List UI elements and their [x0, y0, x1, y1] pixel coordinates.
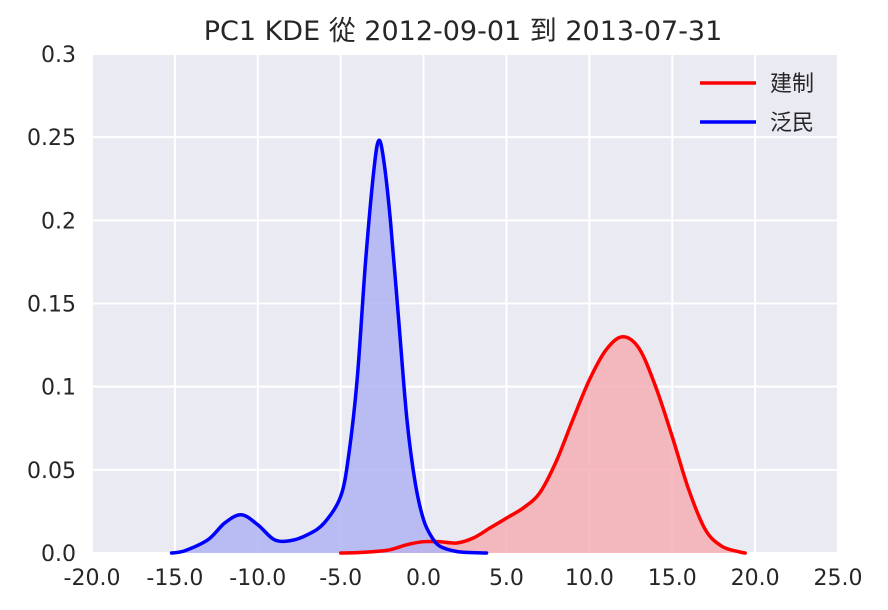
y-tick-label: 0.25 — [27, 126, 76, 151]
series-area-0 — [340, 336, 746, 553]
y-tick-label: 0.1 — [41, 376, 76, 401]
y-tick-label: 0.0 — [41, 542, 76, 567]
series-line-0 — [338, 335, 747, 555]
x-tick-label: -10.0 — [229, 566, 286, 591]
y-tick-label: 0.3 — [41, 43, 76, 68]
y-tick-label: 0.05 — [27, 459, 76, 484]
y-tick-label: 0.2 — [41, 209, 76, 234]
x-tick-label: 15.0 — [648, 566, 697, 591]
series-line-1 — [169, 138, 489, 555]
chart-title: PC1 KDE 從 2012-09-01 到 2013-07-31 — [204, 16, 723, 47]
legend-label-0: 建制 — [770, 72, 814, 97]
x-tick-label: 0.0 — [406, 566, 441, 591]
x-tick-label: 20.0 — [731, 566, 780, 591]
x-tick-label: 25.0 — [814, 566, 863, 591]
x-tick-label: -5.0 — [319, 566, 362, 591]
y-tick-label: 0.15 — [27, 293, 76, 318]
legend-label-1: 泛民 — [770, 111, 814, 136]
x-tick-label: 10.0 — [565, 566, 614, 591]
plot-area: -20.0 -15.0 -10.0 -5.0 0.0 5.0 10.0 15.0 20.0 25.… — [27, 43, 862, 591]
x-tick-label: 5.0 — [489, 566, 524, 591]
x-tick-label: -15.0 — [146, 566, 203, 591]
x-tick-label: -20.0 — [64, 566, 121, 591]
series-area-1 — [171, 140, 487, 553]
